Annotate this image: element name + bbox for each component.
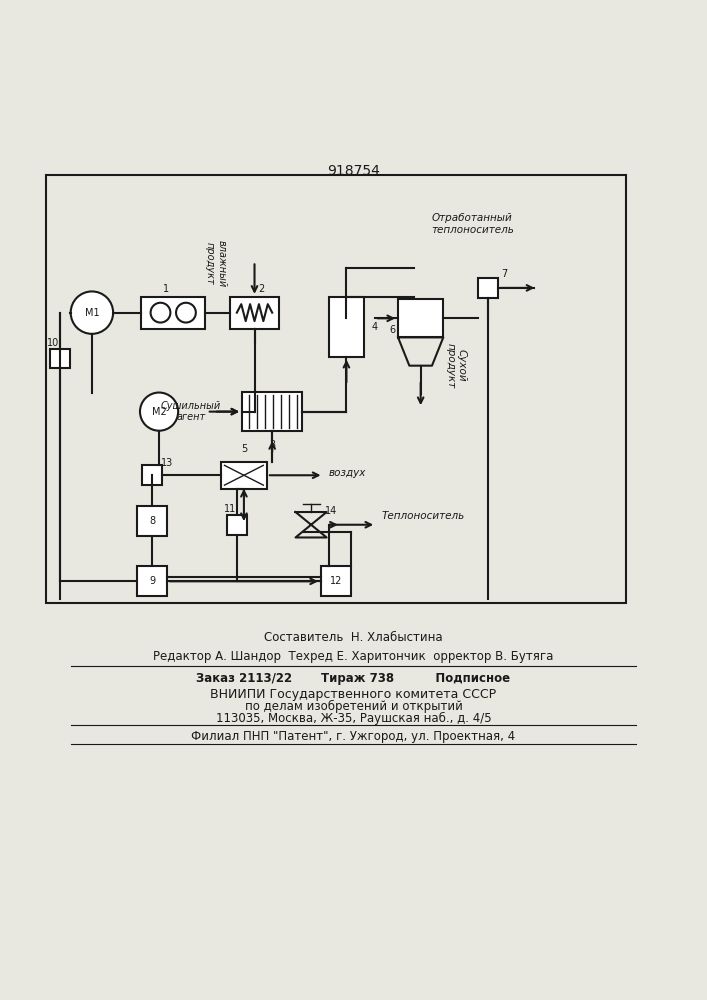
Text: Отработанный
теплоноситель: Отработанный теплоноситель xyxy=(431,213,514,235)
Text: Сушильный
агент: Сушильный агент xyxy=(160,401,221,422)
Text: 113035, Москва, Ж-35, Раушская наб., д. 4/5: 113035, Москва, Ж-35, Раушская наб., д. … xyxy=(216,712,491,725)
Bar xyxy=(141,297,205,329)
Bar xyxy=(137,566,167,596)
Text: 10: 10 xyxy=(47,338,59,348)
Text: Филиал ПНП "Патент", г. Ужгород, ул. Проектная, 4: Филиал ПНП "Патент", г. Ужгород, ул. Про… xyxy=(192,730,515,743)
Text: М2: М2 xyxy=(152,407,166,417)
Text: 7: 7 xyxy=(502,269,508,279)
Bar xyxy=(230,297,279,329)
Circle shape xyxy=(151,303,170,323)
Text: влажный
продукт: влажный продукт xyxy=(205,240,226,287)
Bar xyxy=(221,462,267,489)
Circle shape xyxy=(140,393,178,431)
Text: Заказ 2113/22       Тираж 738          Подписное: Заказ 2113/22 Тираж 738 Подписное xyxy=(197,672,510,685)
Circle shape xyxy=(176,303,196,323)
Text: 14: 14 xyxy=(325,506,337,516)
Text: 5: 5 xyxy=(241,444,247,454)
Bar xyxy=(242,392,303,431)
Text: 13: 13 xyxy=(161,458,174,468)
Text: 4: 4 xyxy=(372,322,378,332)
Text: 2: 2 xyxy=(259,284,264,294)
Text: ВНИИПИ Государственного комитета СССР: ВНИИПИ Государственного комитета СССР xyxy=(211,688,496,701)
Text: 9: 9 xyxy=(149,576,155,586)
Bar xyxy=(227,515,247,535)
Text: 6: 6 xyxy=(390,325,395,335)
Bar xyxy=(137,506,167,536)
Text: 3: 3 xyxy=(269,440,275,450)
Text: Теплоноситель: Теплоноситель xyxy=(382,511,465,521)
Bar xyxy=(478,278,498,298)
Text: 1: 1 xyxy=(163,284,169,294)
Bar xyxy=(321,566,351,596)
Text: воздух: воздух xyxy=(329,468,366,478)
Circle shape xyxy=(71,291,113,334)
Bar xyxy=(329,297,364,357)
Bar xyxy=(142,465,162,485)
Text: Сухой
продукт: Сухой продукт xyxy=(445,343,467,388)
Text: Редактор А. Шандор  Техред Е. Харитончик  орректор В. Бутяга: Редактор А. Шандор Техред Е. Харитончик … xyxy=(153,650,554,663)
Text: 918754: 918754 xyxy=(327,164,380,178)
Bar xyxy=(46,175,626,603)
Bar xyxy=(50,349,70,368)
Text: по делам изобретений и открытий: по делам изобретений и открытий xyxy=(245,700,462,713)
Text: Составитель  Н. Хлабыстина: Составитель Н. Хлабыстина xyxy=(264,631,443,644)
Bar xyxy=(398,299,443,337)
Text: 12: 12 xyxy=(329,576,342,586)
Text: М1: М1 xyxy=(85,308,99,318)
Text: 8: 8 xyxy=(149,516,155,526)
Text: 11: 11 xyxy=(223,504,236,514)
